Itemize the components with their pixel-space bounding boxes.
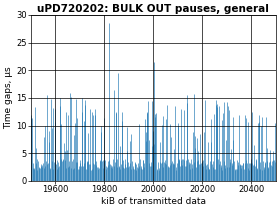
Title: uPD720202: BULK OUT pauses, general: uPD720202: BULK OUT pauses, general xyxy=(37,4,269,14)
Y-axis label: Time gaps, µs: Time gaps, µs xyxy=(4,67,13,129)
X-axis label: kiB of transmitted data: kiB of transmitted data xyxy=(101,197,206,206)
